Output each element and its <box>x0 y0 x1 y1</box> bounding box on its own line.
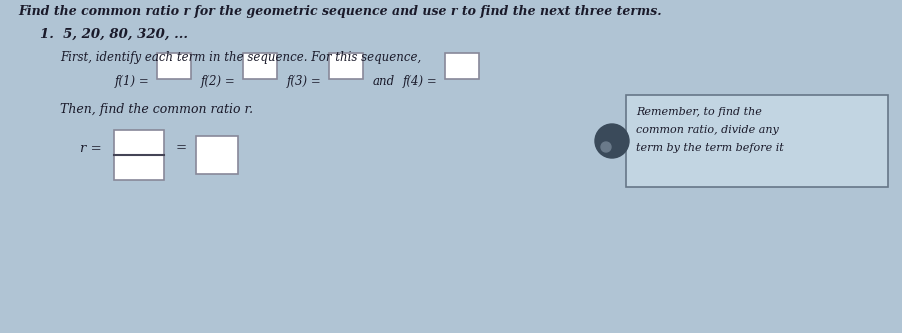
FancyBboxPatch shape <box>243 53 277 79</box>
Text: 1.  5, 20, 80, 320, ...: 1. 5, 20, 80, 320, ... <box>40 28 188 41</box>
FancyBboxPatch shape <box>157 53 191 79</box>
Text: and: and <box>373 75 395 88</box>
Text: First, identify each term in the sequence. For this sequence,: First, identify each term in the sequenc… <box>60 51 421 64</box>
FancyBboxPatch shape <box>445 53 479 79</box>
FancyBboxPatch shape <box>626 95 888 187</box>
Text: =: = <box>176 142 187 155</box>
Circle shape <box>595 124 629 158</box>
FancyBboxPatch shape <box>329 53 363 79</box>
Text: Then, find the common ratio r.: Then, find the common ratio r. <box>60 103 253 116</box>
Text: f(1) =: f(1) = <box>115 75 150 88</box>
Text: term by the term before it: term by the term before it <box>636 143 784 153</box>
Text: f(3) =: f(3) = <box>287 75 322 88</box>
Circle shape <box>601 142 611 152</box>
Text: f(2) =: f(2) = <box>201 75 235 88</box>
Text: Find the common ratio r for the geometric sequence and use r to find the next th: Find the common ratio r for the geometri… <box>18 5 662 18</box>
Text: f(4) =: f(4) = <box>403 75 437 88</box>
Text: Remember, to find the: Remember, to find the <box>636 107 762 117</box>
Text: common ratio, divide any: common ratio, divide any <box>636 125 778 135</box>
Text: r =: r = <box>80 142 102 155</box>
FancyBboxPatch shape <box>114 130 164 180</box>
FancyBboxPatch shape <box>196 136 238 174</box>
